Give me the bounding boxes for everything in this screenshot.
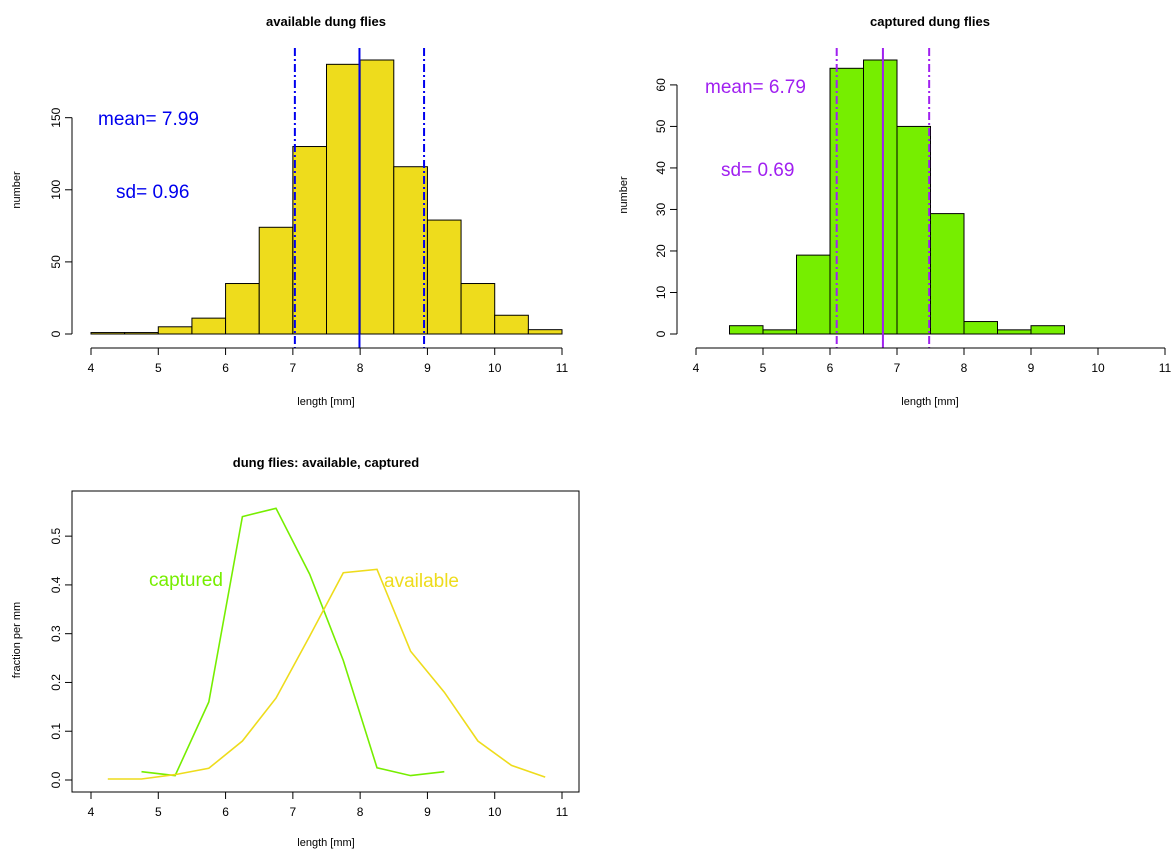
histogram-bar <box>157 326 193 335</box>
histogram-bar <box>896 125 931 335</box>
series-lines <box>107 507 546 780</box>
x-tick-label: 9 <box>424 361 431 375</box>
series-label-available: available <box>384 571 459 592</box>
y-tick-label: 40 <box>654 161 668 175</box>
histogram-bar <box>326 63 361 335</box>
histogram-bars <box>729 59 1065 335</box>
histogram-bar <box>930 213 965 335</box>
x-axis-label: length [mm] <box>297 396 354 408</box>
histogram-bar <box>258 226 294 335</box>
y-tick-label: 0 <box>654 330 668 337</box>
x-axis: 4 5 6 7 8 9 10 11 <box>693 347 1172 375</box>
x-tick-label: 6 <box>827 361 834 375</box>
y-tick-label: 20 <box>654 244 668 258</box>
histogram-bar <box>1030 325 1065 335</box>
y-axis-label: number <box>11 171 23 209</box>
mean-annotation: mean= 6.79 <box>705 77 806 98</box>
y-axis: 0 50 100 150 <box>49 107 73 337</box>
mean-annotation: mean= 7.99 <box>98 109 199 130</box>
y-tick-label: 0.4 <box>49 576 63 593</box>
x-tick-label: 11 <box>556 361 569 375</box>
x-tick-label: 5 <box>155 805 162 819</box>
y-tick-label: 0.0 <box>49 771 63 788</box>
available-histogram-panel: available dung flies 4 5 6 7 8 9 10 11 0 50 100 15… <box>11 14 569 408</box>
x-axis: 4 5 6 7 8 9 10 11 <box>88 791 569 819</box>
histogram-bar <box>729 325 764 335</box>
series-label-captured: captured <box>149 570 223 591</box>
histogram-bar <box>762 329 797 335</box>
y-axis-label: fraction per mm <box>11 602 23 678</box>
x-tick-label: 4 <box>88 361 95 375</box>
y-tick-label: 0.3 <box>49 625 63 642</box>
x-tick-label: 10 <box>1091 361 1105 375</box>
histogram-bar <box>90 332 126 335</box>
x-tick-label: 9 <box>1028 361 1035 375</box>
y-tick-label: 10 <box>654 285 668 299</box>
series-line-available <box>107 568 546 780</box>
histogram-bar <box>359 59 395 335</box>
x-tick-label: 8 <box>961 361 968 375</box>
y-tick-label: 150 <box>49 107 63 127</box>
y-tick-label: 0.2 <box>49 674 63 691</box>
histogram-bar <box>292 146 328 335</box>
histogram-bar <box>191 317 227 335</box>
histogram-bar <box>393 166 428 335</box>
histogram-bar <box>426 219 462 335</box>
x-tick-label: 8 <box>357 805 364 819</box>
histogram-bar <box>494 314 529 335</box>
x-tick-label: 10 <box>488 361 502 375</box>
y-axis: 0 10 20 30 40 50 60 <box>654 78 678 337</box>
x-tick-label: 6 <box>222 805 229 819</box>
x-tick-label: 7 <box>290 361 297 375</box>
x-axis: 4 5 6 7 8 9 10 11 <box>88 347 569 375</box>
x-axis-label: length [mm] <box>297 837 354 849</box>
y-tick-label: 30 <box>654 202 668 216</box>
x-tick-label: 5 <box>155 361 162 375</box>
captured-histogram-panel: captured dung flies 4 5 6 7 8 9 10 11 0 10 20 30 40… <box>618 14 1172 408</box>
sd-annotation: sd= 0.69 <box>721 160 794 181</box>
series-line-captured <box>141 507 445 777</box>
histogram-bar <box>460 283 496 335</box>
histogram-bar <box>225 283 260 335</box>
x-tick-label: 5 <box>760 361 767 375</box>
y-tick-label: 0.5 <box>49 527 63 544</box>
y-tick-label: 60 <box>654 78 668 92</box>
x-tick-label: 11 <box>556 805 569 819</box>
panel-title: dung flies: available, captured <box>233 455 419 470</box>
histogram-bar <box>124 332 159 335</box>
x-tick-label: 4 <box>88 805 95 819</box>
panel-title: captured dung flies <box>870 14 990 29</box>
fraction-line-panel: dung flies: available, captured 4 5 6 7 8 9 10… <box>11 455 580 849</box>
x-tick-label: 7 <box>290 805 297 819</box>
x-axis-label: length [mm] <box>901 396 958 408</box>
x-tick-label: 11 <box>1159 361 1172 375</box>
x-tick-label: 4 <box>693 361 700 375</box>
x-tick-label: 9 <box>424 805 431 819</box>
y-tick-label: 0 <box>49 330 63 337</box>
x-tick-label: 8 <box>357 361 364 375</box>
histogram-bar <box>829 67 864 335</box>
histogram-bar <box>796 254 831 335</box>
y-tick-label: 100 <box>49 179 63 199</box>
x-tick-label: 7 <box>894 361 901 375</box>
y-tick-label: 50 <box>49 255 63 269</box>
histogram-bar <box>963 321 998 335</box>
y-axis-label: number <box>618 176 630 214</box>
y-tick-label: 50 <box>654 119 668 133</box>
mean-sd-lines <box>293 48 426 348</box>
histogram-bars <box>90 59 563 335</box>
mean-sd-lines <box>835 48 931 348</box>
histogram-bar <box>527 329 563 335</box>
x-tick-label: 10 <box>488 805 502 819</box>
histogram-bar <box>863 59 898 335</box>
y-axis: 0.0 0.1 0.2 0.3 0.4 0.5 <box>49 527 73 788</box>
histogram-bar <box>997 329 1032 335</box>
sd-annotation: sd= 0.96 <box>116 182 189 203</box>
y-tick-label: 0.1 <box>49 723 63 740</box>
panel-title: available dung flies <box>266 14 386 29</box>
x-tick-label: 6 <box>222 361 229 375</box>
